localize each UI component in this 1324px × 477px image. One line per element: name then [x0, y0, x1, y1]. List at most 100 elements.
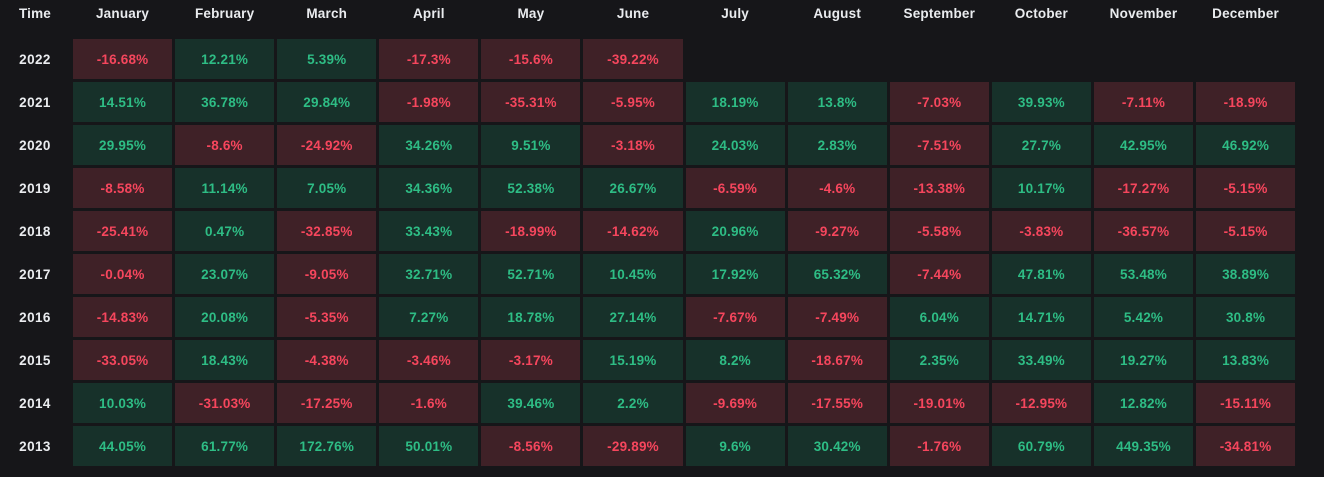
- heatmap-cell-2022-may: -15.6%: [481, 39, 581, 79]
- heatmap-cell-2018-january: -25.41%: [73, 211, 173, 251]
- heatmap-cell-2016-december: 30.8%: [1196, 297, 1296, 337]
- heatmap-cell-2020-december: 46.92%: [1196, 125, 1296, 165]
- heatmap-cell-2019-march: 7.05%: [277, 168, 377, 208]
- heatmap-cell-2019-november: -17.27%: [1093, 168, 1194, 208]
- heatmap-cell-empty: [686, 39, 785, 79]
- heatmap-cell-2015-december: 13.83%: [1196, 340, 1296, 380]
- heatmap-cell-2021-july: 18.19%: [685, 82, 785, 122]
- heatmap-cell-2020-june: -3.18%: [583, 125, 683, 165]
- heatmap-cell-2016-february: 20.08%: [175, 297, 275, 337]
- heatmap-cell-2016-january: -14.83%: [73, 297, 173, 337]
- heatmap-cell-2014-august: -17.55%: [787, 383, 887, 423]
- heatmap-cell-2022-january: -16.68%: [73, 39, 173, 79]
- heatmap-cell-2014-may: 39.46%: [481, 383, 581, 423]
- heatmap-cell-2016-october: 14.71%: [991, 297, 1091, 337]
- heatmap-cell-2014-july: -9.69%: [685, 383, 785, 423]
- heatmap-cell-2015-april: -3.46%: [379, 340, 479, 380]
- column-header-june: June: [616, 6, 650, 21]
- heatmap-cell-2019-february: 11.14%: [175, 168, 275, 208]
- heatmap-cell-2018-april: 33.43%: [379, 211, 479, 251]
- heatmap-cell-2014-february: -31.03%: [175, 383, 275, 423]
- column-header-january: January: [95, 6, 150, 21]
- heatmap-cell-2015-march: -4.38%: [277, 340, 377, 380]
- heatmap-cell-2022-february: 12.21%: [175, 39, 275, 79]
- column-header-may: May: [517, 6, 545, 21]
- heatmap-cell-2016-march: -5.35%: [277, 297, 377, 337]
- column-header-august: August: [813, 6, 862, 21]
- heatmap-cell-2013-august: 30.42%: [787, 426, 887, 466]
- returns-grid: Time January February March April May June Jul…: [18, 6, 1296, 466]
- heatmap-cell-2020-november: 42.95%: [1093, 125, 1194, 165]
- row-label-2019: 2019: [19, 180, 51, 196]
- heatmap-cell-2016-may: 18.78%: [481, 297, 581, 337]
- heatmap-cell-2016-april: 7.27%: [379, 297, 479, 337]
- heatmap-cell-empty: [788, 39, 887, 79]
- heatmap-cell-2013-march: 172.76%: [277, 426, 377, 466]
- heatmap-cell-2014-november: 12.82%: [1093, 383, 1194, 423]
- heatmap-cell-2017-august: 65.32%: [787, 254, 887, 294]
- heatmap-cell-2014-september: -19.01%: [889, 383, 989, 423]
- row-label-2022: 2022: [19, 51, 51, 67]
- heatmap-cell-2014-october: -12.95%: [991, 383, 1091, 423]
- row-label-2016: 2016: [19, 309, 51, 325]
- heatmap-cell-2018-august: -9.27%: [787, 211, 887, 251]
- heatmap-cell-2020-january: 29.95%: [73, 125, 173, 165]
- heatmap-cell-2017-april: 32.71%: [379, 254, 479, 294]
- heatmap-cell-2017-november: 53.48%: [1093, 254, 1194, 294]
- heatmap-cell-2013-october: 60.79%: [991, 426, 1091, 466]
- heatmap-cell-2021-january: 14.51%: [73, 82, 173, 122]
- heatmap-cell-2020-february: -8.6%: [175, 125, 275, 165]
- column-header-july: July: [721, 6, 750, 21]
- heatmap-cell-2015-september: 2.35%: [889, 340, 989, 380]
- row-label-2021: 2021: [19, 94, 51, 110]
- row-label-2018: 2018: [19, 223, 51, 239]
- heatmap-cell-2020-october: 27.7%: [991, 125, 1091, 165]
- heatmap-cell-2020-september: -7.51%: [889, 125, 989, 165]
- heatmap-cell-2017-june: 10.45%: [583, 254, 683, 294]
- heatmap-cell-2019-january: -8.58%: [73, 168, 173, 208]
- heatmap-cell-2021-june: -5.95%: [583, 82, 683, 122]
- heatmap-cell-2014-june: 2.2%: [583, 383, 683, 423]
- heatmap-cell-2015-november: 19.27%: [1093, 340, 1194, 380]
- heatmap-cell-2020-may: 9.51%: [481, 125, 581, 165]
- heatmap-cell-2022-april: -17.3%: [379, 39, 479, 79]
- heatmap-cell-2018-june: -14.62%: [583, 211, 683, 251]
- heatmap-cell-empty: [890, 39, 989, 79]
- heatmap-cell-2021-february: 36.78%: [175, 82, 275, 122]
- heatmap-cell-2016-november: 5.42%: [1093, 297, 1194, 337]
- heatmap-cell-2017-march: -9.05%: [277, 254, 377, 294]
- heatmap-cell-2013-november: 449.35%: [1093, 426, 1194, 466]
- column-header-october: October: [1014, 6, 1068, 21]
- heatmap-cell-2015-june: 15.19%: [583, 340, 683, 380]
- heatmap-cell-2017-december: 38.89%: [1196, 254, 1296, 294]
- heatmap-cell-2019-may: 52.38%: [481, 168, 581, 208]
- heatmap-cell-2013-may: -8.56%: [481, 426, 581, 466]
- time-column-header: Time: [18, 6, 52, 21]
- heatmap-cell-empty: [1094, 39, 1193, 79]
- heatmap-cell-2014-january: 10.03%: [73, 383, 173, 423]
- heatmap-cell-2013-september: -1.76%: [889, 426, 989, 466]
- heatmap-cell-2021-december: -18.9%: [1196, 82, 1296, 122]
- heatmap-cell-2022-june: -39.22%: [583, 39, 683, 79]
- heatmap-cell-2014-december: -15.11%: [1196, 383, 1296, 423]
- heatmap-cell-2020-april: 34.26%: [379, 125, 479, 165]
- heatmap-cell-2020-march: -24.92%: [277, 125, 377, 165]
- heatmap-cell-2019-april: 34.36%: [379, 168, 479, 208]
- heatmap-cell-2021-november: -7.11%: [1093, 82, 1194, 122]
- heatmap-cell-2014-april: -1.6%: [379, 383, 479, 423]
- column-header-april: April: [412, 6, 445, 21]
- heatmap-cell-2016-july: -7.67%: [685, 297, 785, 337]
- heatmap-cell-2013-july: 9.6%: [685, 426, 785, 466]
- heatmap-cell-2021-april: -1.98%: [379, 82, 479, 122]
- heatmap-cell-2017-february: 23.07%: [175, 254, 275, 294]
- heatmap-cell-2021-september: -7.03%: [889, 82, 989, 122]
- heatmap-cell-2015-january: -33.05%: [73, 340, 173, 380]
- heatmap-cell-2019-july: -6.59%: [685, 168, 785, 208]
- heatmap-cell-2018-february: 0.47%: [175, 211, 275, 251]
- heatmap-cell-2019-october: 10.17%: [991, 168, 1091, 208]
- row-label-2013: 2013: [19, 438, 51, 454]
- column-header-march: March: [306, 6, 348, 21]
- heatmap-cell-2013-january: 44.05%: [73, 426, 173, 466]
- heatmap-cell-2013-december: -34.81%: [1196, 426, 1296, 466]
- heatmap-cell-2017-july: 17.92%: [685, 254, 785, 294]
